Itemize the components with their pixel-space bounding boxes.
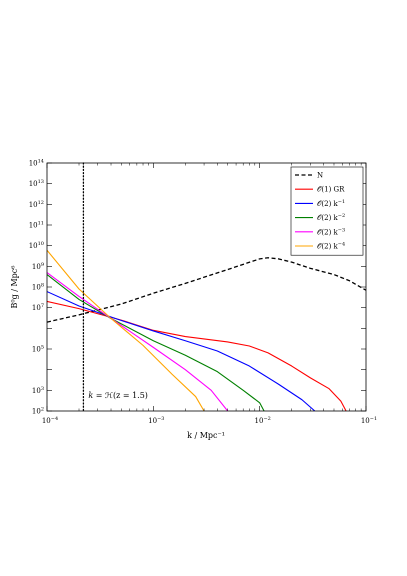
x-tick-label-3: 10−1 xyxy=(361,416,377,425)
y-tick-label-8: 1012 xyxy=(29,200,44,209)
y-tick-label-5: 109 xyxy=(32,262,44,271)
tick-labels-layer: 10−4 10−3 10−2 10−1 102 103 105 107 108 109 1010 10… xyxy=(29,159,377,426)
series-line-3 xyxy=(47,274,265,411)
y-tick-label-2: 105 xyxy=(32,345,44,354)
x-axis-label: k / Mpc⁻¹ xyxy=(187,431,225,440)
x-tick-label-0: 10−4 xyxy=(42,416,58,425)
legend-label-0: N xyxy=(317,172,323,180)
legend-box xyxy=(290,166,364,256)
y-tick-label-1: 103 xyxy=(32,386,44,395)
y-tick-label-0: 102 xyxy=(32,407,44,416)
threshold-layer: k = ℋ(z = 1.5) xyxy=(82,162,148,412)
legend-label-1: 𝒪(1) GR xyxy=(317,186,345,194)
y-axis-label: B⁰g / Mpc⁶ xyxy=(10,266,19,309)
y-tick-label-7: 1011 xyxy=(29,221,44,230)
y-tick-label-3: 107 xyxy=(32,303,44,312)
legend: N 𝒪(1) GR 𝒪(2) k−1 𝒪(2) k−2 𝒪(2) k−3 𝒪(2) k−4 xyxy=(290,166,364,256)
y-tick-label-9: 1013 xyxy=(29,179,44,188)
series-layer xyxy=(47,249,366,411)
series-line-5 xyxy=(47,249,205,411)
legend-label-2: 𝒪(2) k−1 xyxy=(317,199,345,208)
y-tick-label-4: 108 xyxy=(32,283,44,292)
x-tick-label-2: 10−2 xyxy=(255,416,271,425)
y-tick-label-10: 1014 xyxy=(29,159,44,168)
legend-label-4: 𝒪(2) k−3 xyxy=(317,227,345,236)
horizon-scale-annotation: k = ℋ(z = 1.5) xyxy=(88,391,148,400)
series-line-2 xyxy=(47,291,316,411)
legend-label-5: 𝒪(2) k−4 xyxy=(317,242,345,251)
y-tick-label-6: 1010 xyxy=(29,241,44,250)
x-tick-label-1: 10−3 xyxy=(148,416,164,425)
series-line-4 xyxy=(47,272,229,411)
series-line-0 xyxy=(47,257,366,323)
legend-label-3: 𝒪(2) k−2 xyxy=(317,213,345,222)
